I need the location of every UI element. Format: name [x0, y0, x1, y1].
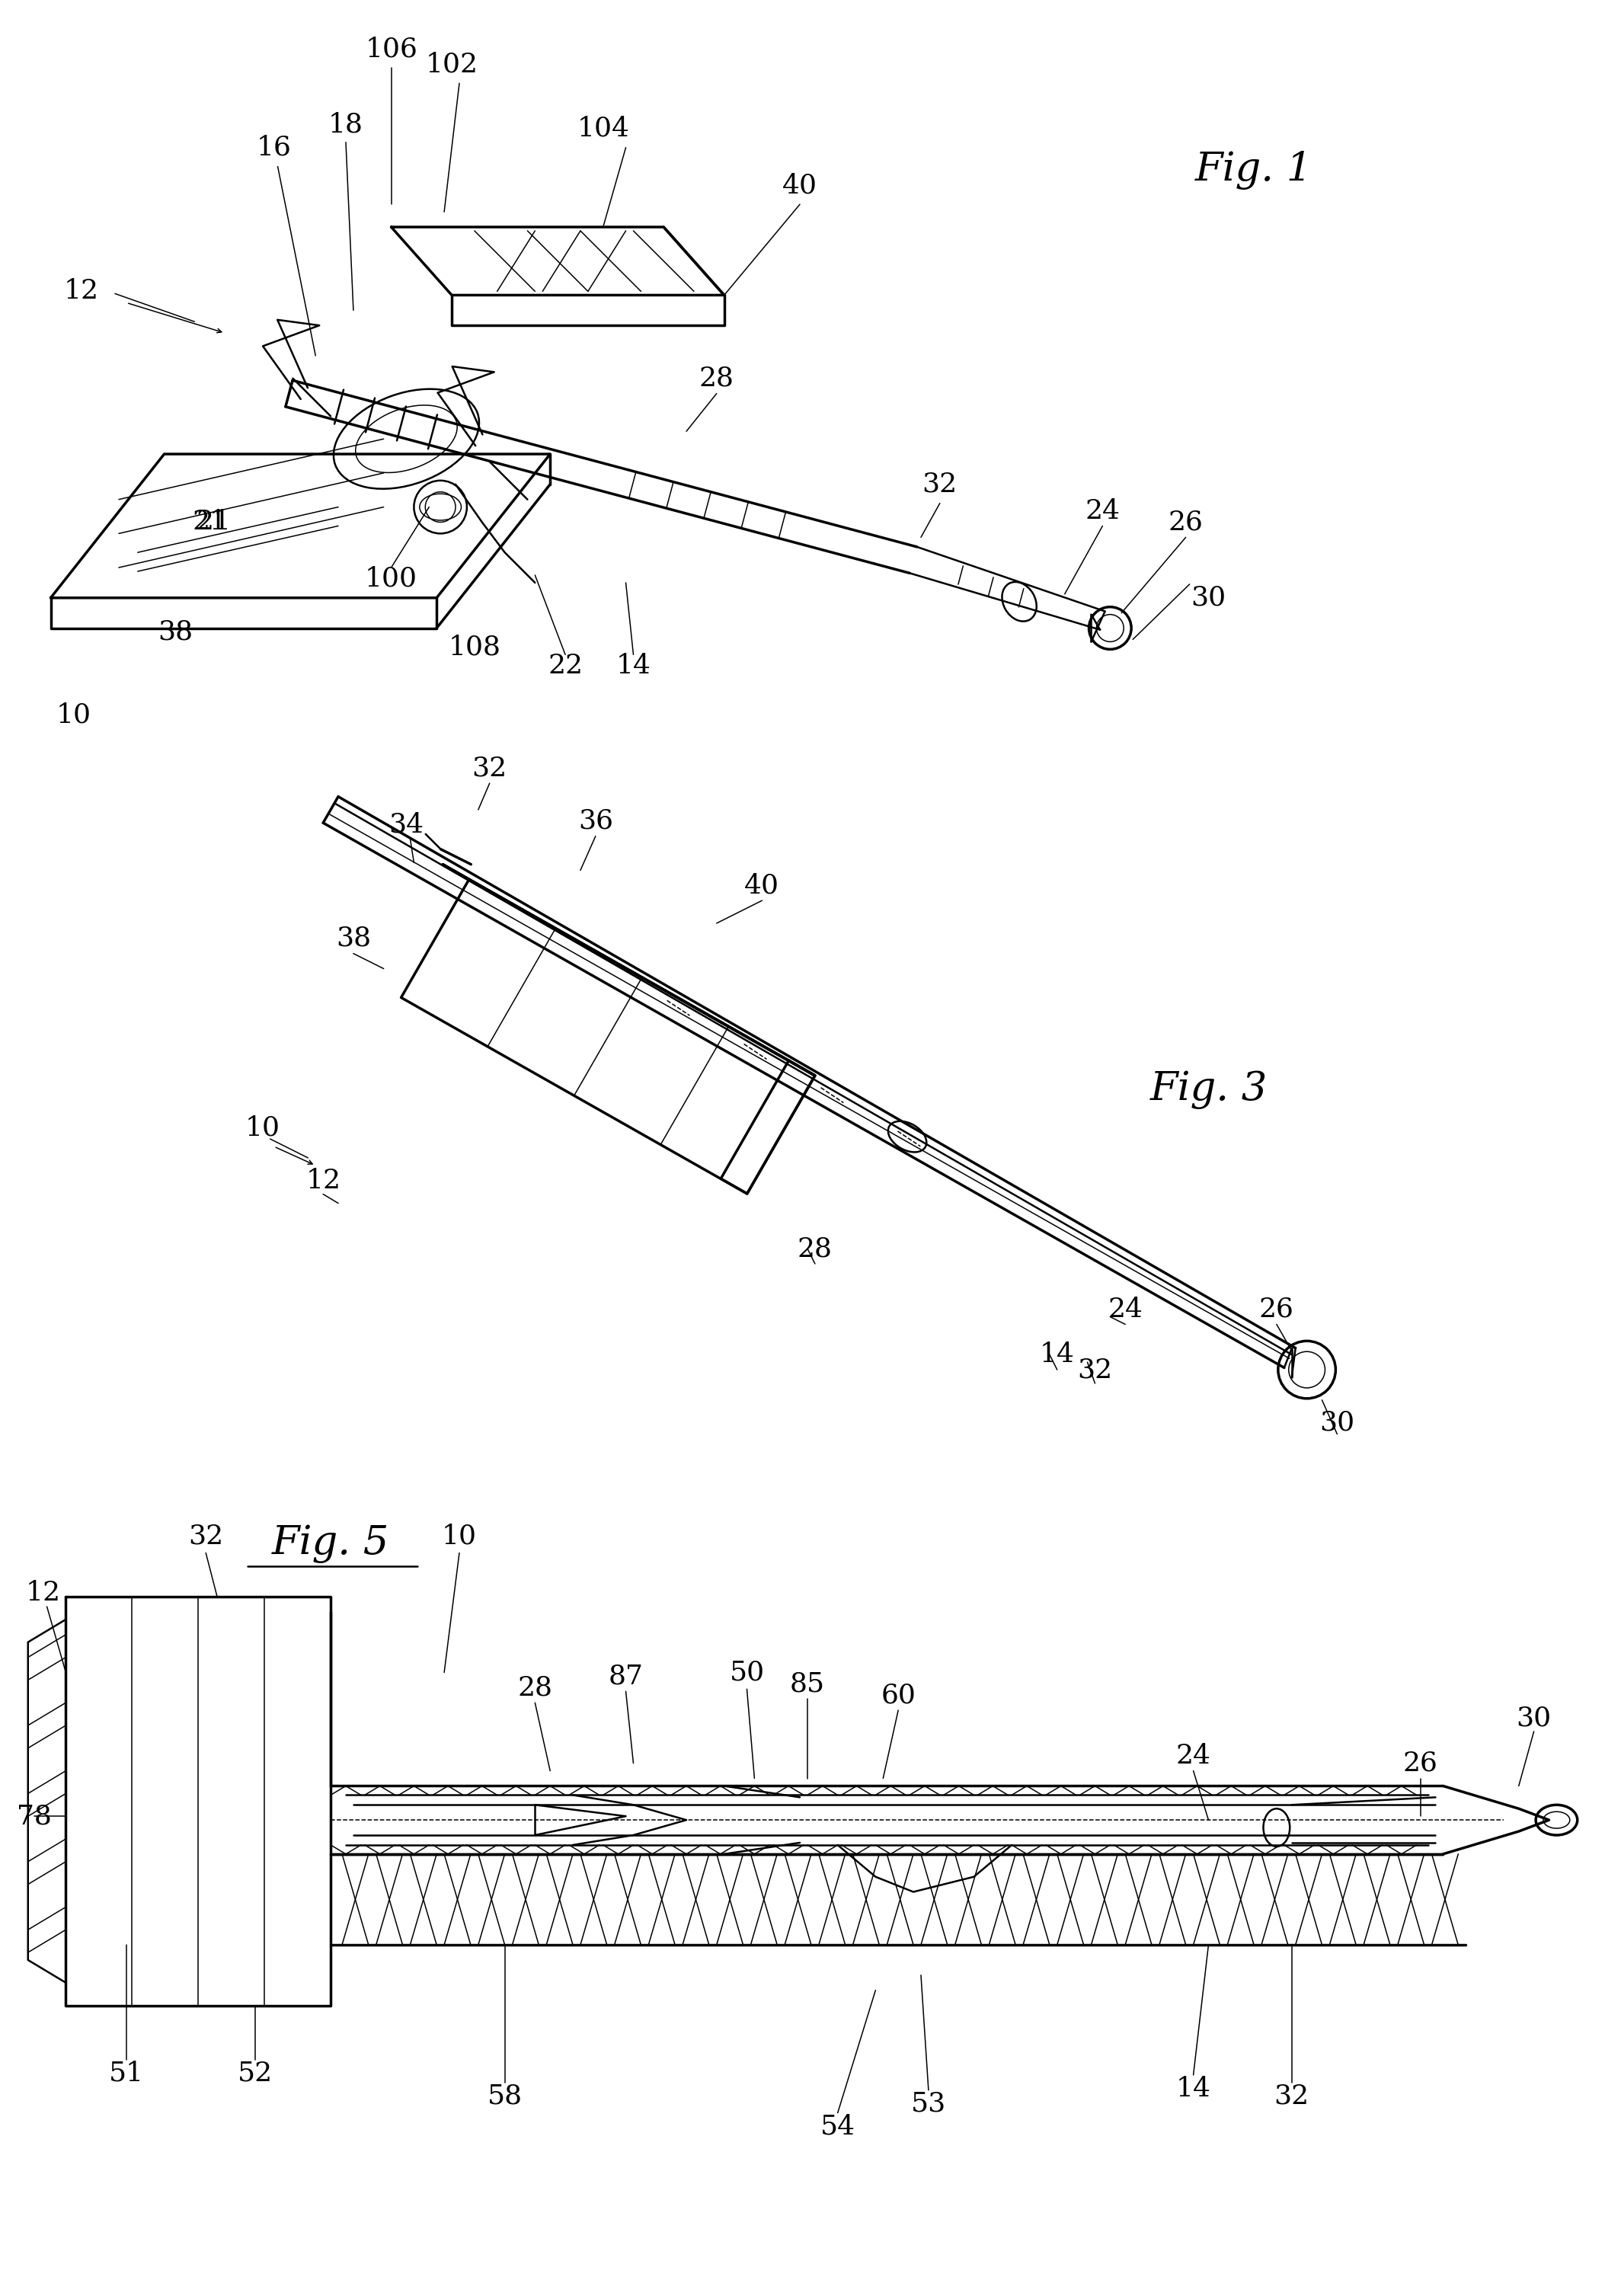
- Text: 12: 12: [305, 1169, 340, 1194]
- Text: 32: 32: [472, 755, 507, 781]
- Text: 52: 52: [238, 2060, 273, 2087]
- Text: 24: 24: [1107, 1297, 1143, 1322]
- Text: 60: 60: [881, 1683, 916, 1708]
- Text: 51: 51: [109, 2060, 144, 2087]
- Text: 32: 32: [188, 1522, 223, 1550]
- Text: 87: 87: [608, 1662, 644, 1690]
- Text: 14: 14: [1176, 2076, 1210, 2101]
- Text: 108: 108: [448, 634, 501, 659]
- Text: 78: 78: [16, 1802, 51, 1830]
- Text: 100: 100: [364, 567, 417, 592]
- Text: 28: 28: [798, 1235, 833, 1261]
- Text: 24: 24: [1176, 1743, 1210, 1768]
- Text: 30: 30: [1191, 585, 1226, 611]
- Text: 28: 28: [517, 1674, 552, 1701]
- Text: 38: 38: [335, 925, 371, 951]
- Text: 26: 26: [1403, 1750, 1438, 1777]
- Text: 104: 104: [576, 115, 629, 142]
- Text: 14: 14: [1040, 1341, 1075, 1368]
- Text: Fig. 3: Fig. 3: [1149, 1070, 1268, 1109]
- Text: 58: 58: [488, 2082, 522, 2110]
- Text: Fig. 5: Fig. 5: [271, 1525, 390, 1564]
- Text: 85: 85: [790, 1671, 825, 1697]
- Text: 50: 50: [729, 1660, 764, 1685]
- Text: 36: 36: [578, 808, 613, 833]
- Text: 10: 10: [441, 1522, 477, 1550]
- Text: 14: 14: [616, 652, 652, 680]
- Text: 10: 10: [56, 703, 91, 728]
- Text: 10: 10: [246, 1114, 281, 1141]
- Text: Fig. 1: Fig. 1: [1196, 152, 1313, 191]
- Text: 12: 12: [64, 278, 98, 305]
- Text: 34: 34: [388, 813, 424, 838]
- Text: 22: 22: [547, 652, 583, 680]
- Text: 18: 18: [329, 113, 363, 138]
- Text: 40: 40: [782, 172, 817, 197]
- Text: 16: 16: [257, 135, 292, 161]
- Text: 32: 32: [1077, 1357, 1112, 1382]
- Text: 53: 53: [912, 2092, 945, 2117]
- Text: 12: 12: [26, 1580, 61, 1605]
- Text: 28: 28: [700, 365, 733, 390]
- Text: 30: 30: [1517, 1706, 1552, 1731]
- Text: 40: 40: [745, 872, 780, 898]
- Text: 38: 38: [157, 620, 193, 645]
- Text: 30: 30: [1319, 1410, 1355, 1435]
- Text: 32: 32: [923, 471, 958, 498]
- Text: 24: 24: [1085, 498, 1120, 523]
- Text: 26: 26: [1258, 1297, 1294, 1322]
- Text: 106: 106: [364, 37, 417, 62]
- Text: 26: 26: [1168, 510, 1204, 535]
- Text: 21: 21: [193, 510, 228, 535]
- Text: 21: 21: [196, 510, 231, 535]
- Text: 32: 32: [1274, 2082, 1310, 2110]
- Text: 54: 54: [820, 2115, 855, 2140]
- Text: 102: 102: [425, 51, 478, 78]
